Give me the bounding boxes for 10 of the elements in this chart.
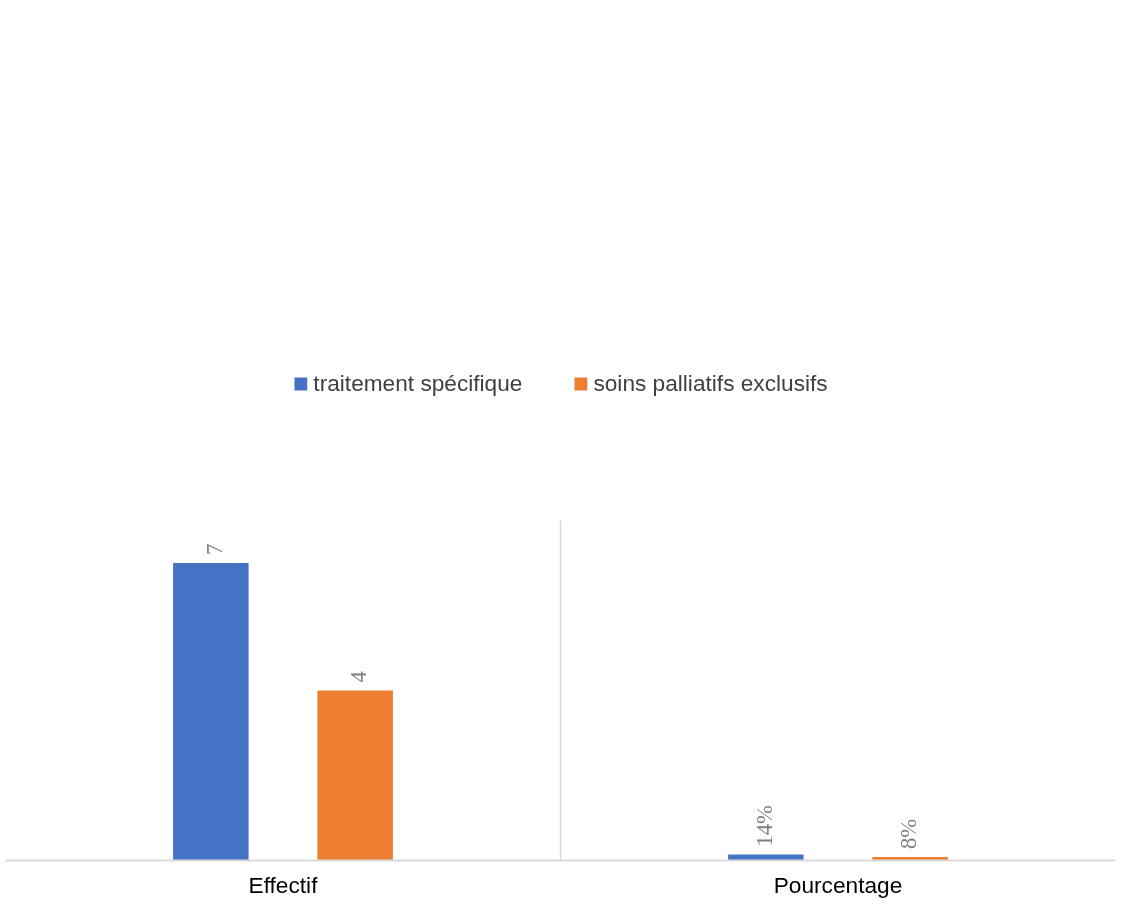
- data-label: 4: [346, 671, 372, 683]
- x-tick-label: Pourcentage: [773, 871, 903, 898]
- legend-label: soins palliatifs exclusifs: [593, 369, 828, 397]
- data-label: 14%: [751, 804, 777, 847]
- data-label: 7: [201, 543, 227, 555]
- bar: [317, 690, 393, 861]
- bar: [173, 563, 249, 861]
- legend-label: traitement spécifique: [313, 369, 523, 397]
- x-tick-label: Effectif: [248, 871, 319, 898]
- data-label: 8%: [896, 818, 922, 850]
